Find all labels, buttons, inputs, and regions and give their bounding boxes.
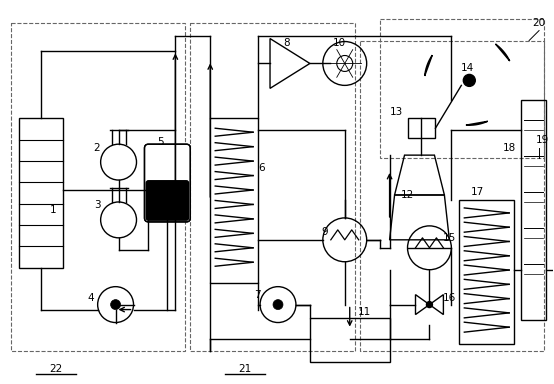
Text: 21: 21: [238, 364, 252, 374]
FancyBboxPatch shape: [145, 144, 191, 222]
Text: 8: 8: [284, 38, 290, 48]
Circle shape: [273, 300, 283, 310]
Circle shape: [111, 300, 121, 310]
Text: 7: 7: [254, 290, 260, 300]
Text: 14: 14: [461, 63, 474, 73]
Text: 10: 10: [333, 38, 346, 48]
Text: 19: 19: [535, 135, 548, 145]
Text: 5: 5: [157, 137, 164, 147]
Text: 12: 12: [401, 190, 414, 200]
Circle shape: [463, 74, 475, 86]
Circle shape: [337, 56, 353, 71]
Text: 15: 15: [443, 233, 456, 243]
Text: 13: 13: [390, 107, 403, 117]
Text: 16: 16: [443, 293, 456, 303]
Text: 11: 11: [358, 306, 371, 316]
Text: 4: 4: [88, 293, 94, 303]
Text: 17: 17: [471, 187, 484, 197]
Text: 1: 1: [49, 205, 56, 215]
FancyBboxPatch shape: [146, 180, 189, 221]
Circle shape: [427, 301, 433, 308]
Text: 18: 18: [502, 143, 516, 153]
Text: 9: 9: [321, 227, 328, 237]
Text: 6: 6: [259, 163, 265, 173]
Text: 3: 3: [94, 200, 101, 210]
Text: 2: 2: [93, 143, 100, 153]
Text: 22: 22: [49, 364, 63, 374]
Text: 20: 20: [532, 18, 546, 28]
